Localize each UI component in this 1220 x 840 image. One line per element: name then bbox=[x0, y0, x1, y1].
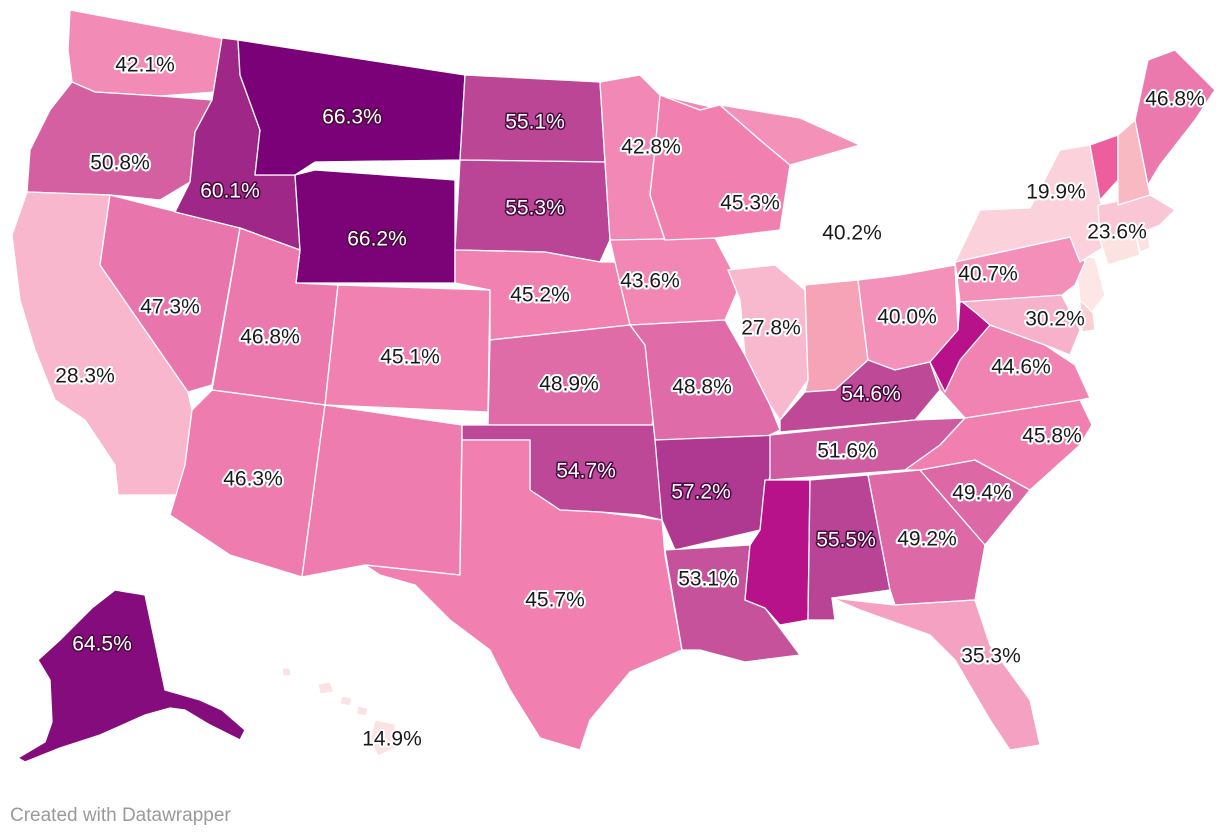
state-label-al: 55.5% bbox=[816, 529, 876, 552]
state-label-mo: 48.8% bbox=[672, 376, 732, 399]
state-label-il: 27.8% bbox=[741, 317, 801, 340]
state-label-wa: 42.1% bbox=[115, 54, 175, 77]
state-hi[interactable] bbox=[281, 667, 397, 757]
state-label-me: 46.8% bbox=[1145, 88, 1205, 111]
state-label-ar: 57.2% bbox=[671, 481, 731, 504]
state-label-ga: 49.2% bbox=[897, 528, 957, 551]
state-label-nv: 47.3% bbox=[140, 296, 200, 319]
state-md[interactable] bbox=[959, 291, 1081, 356]
state-label-or: 50.8% bbox=[90, 152, 150, 175]
state-label-ny: 19.9% bbox=[1026, 181, 1086, 204]
state-tx[interactable] bbox=[364, 439, 683, 751]
state-label-mt: 66.3% bbox=[322, 106, 382, 129]
state-label-md: 30.2% bbox=[1025, 308, 1085, 331]
state-label-sc: 49.4% bbox=[952, 482, 1012, 505]
state-label-ak: 64.5% bbox=[72, 633, 132, 656]
state-label-mi: 40.2% bbox=[822, 222, 882, 245]
state-wi[interactable] bbox=[649, 94, 791, 241]
state-nm[interactable] bbox=[301, 404, 463, 578]
state-shapes bbox=[11, 9, 1216, 763]
state-or[interactable] bbox=[26, 81, 213, 201]
state-label-mn: 42.8% bbox=[621, 136, 681, 159]
state-label-sd: 55.3% bbox=[505, 197, 565, 220]
state-label-nd: 55.1% bbox=[505, 111, 565, 134]
state-label-tx: 45.7% bbox=[525, 589, 585, 612]
state-label-az: 46.3% bbox=[223, 468, 283, 491]
state-label-ia: 43.6% bbox=[620, 270, 680, 293]
state-label-nc: 45.8% bbox=[1022, 425, 1082, 448]
state-mi[interactable] bbox=[719, 104, 861, 166]
state-nc[interactable] bbox=[904, 399, 1093, 491]
state-label-ca: 28.3% bbox=[55, 365, 115, 388]
state-label-ma: 23.6% bbox=[1087, 221, 1147, 244]
state-me[interactable] bbox=[1134, 49, 1216, 186]
state-label-pa: 40.7% bbox=[958, 263, 1018, 286]
state-wy[interactable] bbox=[294, 169, 456, 284]
state-fl[interactable] bbox=[831, 597, 1041, 751]
state-label-ks: 48.9% bbox=[539, 373, 599, 396]
state-label-wi: 45.3% bbox=[720, 192, 780, 215]
state-label-tn: 51.6% bbox=[817, 440, 877, 463]
state-label-ky: 54.6% bbox=[841, 383, 901, 406]
state-label-oh: 40.0% bbox=[877, 306, 937, 329]
state-label-la: 53.1% bbox=[678, 568, 738, 591]
state-label-hi: 14.9% bbox=[362, 728, 422, 751]
state-label-ne: 45.2% bbox=[510, 284, 570, 307]
state-label-fl: 35.3% bbox=[961, 645, 1021, 668]
state-label-id: 60.1% bbox=[200, 180, 260, 203]
state-label-co: 45.1% bbox=[380, 346, 440, 369]
state-label-wy: 66.2% bbox=[347, 228, 407, 251]
state-value-labels: 42.1% 50.8% 28.3% 47.3% 60.1% 66.3% 66.2% 46.8%… bbox=[53, 52, 1207, 753]
us-choropleth-map: 42.1% 50.8% 28.3% 47.3% 60.1% 66.3% 66.2% 46.8%… bbox=[11, 9, 1216, 763]
state-ky[interactable] bbox=[779, 359, 941, 433]
state-label-ut: 46.8% bbox=[240, 326, 300, 349]
state-label-va: 44.6% bbox=[991, 356, 1051, 379]
state-ak[interactable] bbox=[17, 589, 246, 763]
credit-text: Created with Datawrapper bbox=[10, 805, 231, 826]
state-label-ok: 54.7% bbox=[556, 460, 616, 483]
